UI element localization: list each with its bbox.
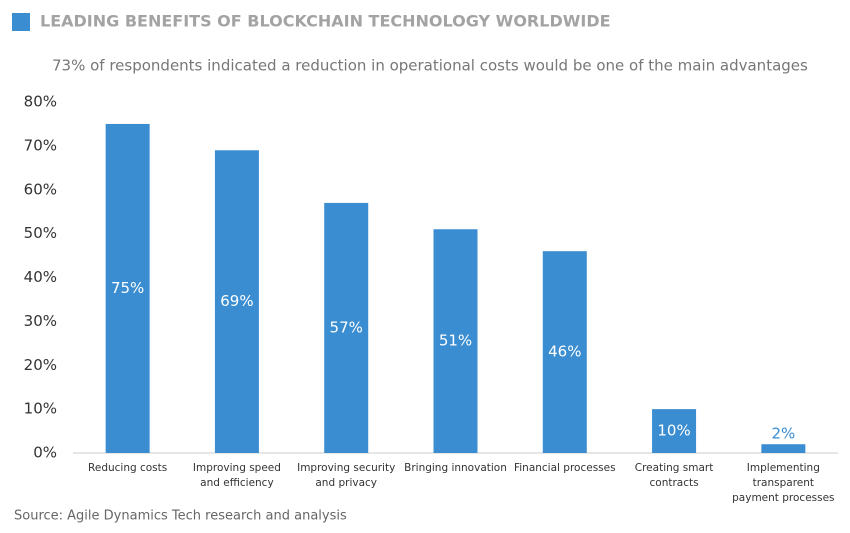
y-tick-label: 30% <box>24 312 57 330</box>
y-tick-label: 40% <box>24 268 57 286</box>
chart-subtitle: 73% of respondents indicated a reduction… <box>52 57 808 75</box>
bar <box>652 409 697 453</box>
bar <box>214 150 259 453</box>
y-tick-label: 0% <box>33 444 57 462</box>
x-tick-label: Creating smart contracts <box>634 462 714 489</box>
bar <box>105 123 150 453</box>
value-label: 10% <box>657 422 690 440</box>
x-tick-label: Reducing costs <box>88 462 168 474</box>
source-note: Source: Agile Dynamics Tech research and… <box>14 509 347 524</box>
title-icon <box>12 13 30 31</box>
y-tick-label: 60% <box>24 180 57 198</box>
y-tick-label: 80% <box>24 93 57 111</box>
x-tick-label: Bringing innovation <box>404 462 507 474</box>
bar <box>433 229 478 453</box>
y-tick-label: 20% <box>24 356 57 374</box>
chart-title: LEADING BENEFITS OF BLOCKCHAIN TECHNOLOG… <box>40 12 611 31</box>
value-label: 51% <box>439 332 472 350</box>
x-tick-label: Improving speed and efficiency <box>192 462 281 489</box>
y-tick-label: 70% <box>24 136 57 154</box>
value-label: 2% <box>771 425 795 443</box>
x-tick-label: Implementing transparent payment process… <box>732 462 835 504</box>
bar <box>761 444 806 453</box>
value-label: 46% <box>548 343 581 361</box>
value-label: 69% <box>220 292 253 310</box>
value-label: 57% <box>330 318 363 336</box>
bar <box>324 202 369 453</box>
y-tick-label: 10% <box>24 400 57 418</box>
value-label: 75% <box>111 279 144 297</box>
x-tick-label: Improving security and privacy <box>297 462 396 489</box>
y-tick-label: 50% <box>24 224 57 242</box>
x-tick-label: Financial processes <box>513 462 616 474</box>
bar <box>542 251 587 453</box>
